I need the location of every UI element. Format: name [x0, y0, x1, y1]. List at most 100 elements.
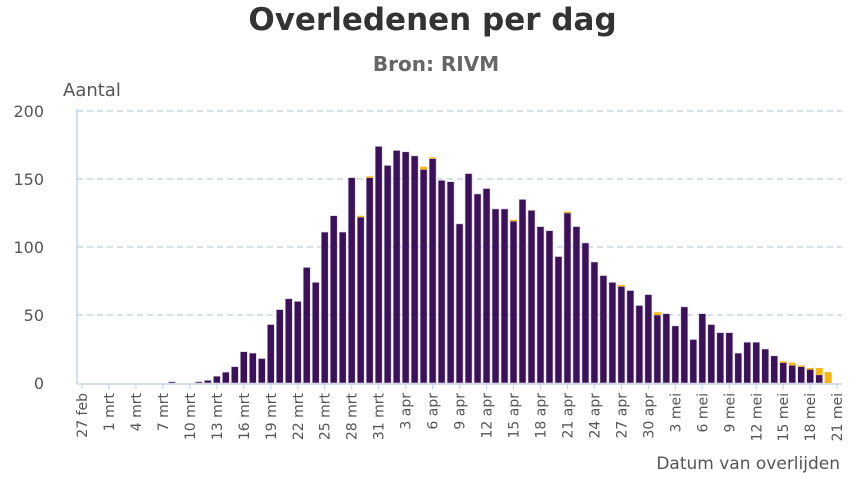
- bar-18-mei: [806, 369, 814, 384]
- x-tick-label: 27 apr: [614, 393, 630, 439]
- bar-extra-1-mei: [653, 312, 661, 315]
- x-tick-label: 4 mrt: [129, 392, 145, 431]
- bar-6-apr: [428, 158, 437, 384]
- bar-29-mrt: [356, 216, 365, 384]
- bar-extra-30-mrt: [366, 176, 374, 178]
- bar-2-apr: [392, 150, 401, 384]
- x-tick-label: 16 mrt: [237, 392, 253, 440]
- x-tick-label: 7 mrt: [156, 392, 172, 431]
- bar-extra-15-apr: [510, 219, 518, 222]
- bar-14-mei: [770, 355, 779, 384]
- bar-9-apr: [455, 223, 464, 384]
- bar-extra-29-mrt: [357, 215, 365, 218]
- x-tick-label: 9 mei: [722, 393, 738, 433]
- bar-10-mei: [734, 352, 743, 384]
- x-tick-label: 30 apr: [641, 393, 657, 439]
- y-tick-label: 200: [13, 102, 44, 121]
- bar-13-mrt: [213, 375, 221, 384]
- bar-11-mei: [743, 341, 752, 384]
- bar-24-apr: [590, 261, 599, 384]
- x-tick-label: 18 apr: [533, 393, 549, 439]
- x-tick-label: 3 mei: [668, 393, 684, 433]
- y-tick-label: 100: [13, 238, 44, 257]
- bar-1-apr: [383, 165, 392, 384]
- x-tick-label: 21 mei: [830, 393, 846, 441]
- x-tick-label: 1 mrt: [102, 392, 118, 431]
- bar-12-apr: [482, 188, 491, 384]
- y-tick-label: 150: [13, 170, 44, 189]
- bar-11-apr: [473, 193, 482, 384]
- bar-2-mei: [662, 313, 671, 384]
- bar-12-mrt: [204, 379, 212, 384]
- bar-26-apr: [608, 282, 617, 384]
- bar-30-apr: [644, 294, 653, 384]
- bar-15-mei: [779, 362, 788, 384]
- bar-8-mrt: [168, 381, 176, 384]
- x-tick-label: 6 mei: [695, 393, 711, 433]
- bar-4-mei: [680, 306, 689, 384]
- bar-23-apr: [581, 242, 590, 384]
- chart-title: Overledenen per dag: [248, 2, 617, 38]
- bar-17-mei: [797, 366, 806, 384]
- bar-extra-20-mei: [824, 372, 832, 383]
- bar-25-apr: [599, 275, 608, 384]
- x-tick-label: 21 apr: [560, 393, 576, 439]
- x-tick-label: 18 mei: [803, 393, 819, 441]
- bar-13-apr: [491, 208, 500, 384]
- bar-1-mei: [653, 314, 662, 384]
- bar-6-mei: [698, 313, 707, 384]
- x-tick-label: 24 apr: [587, 393, 603, 439]
- bar-3-mei: [671, 325, 680, 384]
- bar-extra-21-apr: [563, 211, 571, 213]
- x-tick-label: 13 mrt: [210, 392, 226, 440]
- bar-extra-5-apr: [420, 166, 428, 170]
- bar-19-mei: [815, 374, 823, 384]
- bar-21-apr: [563, 212, 572, 384]
- bar-8-apr: [446, 181, 455, 384]
- bar-28-apr: [626, 290, 635, 384]
- bar-extra-17-mei: [797, 365, 805, 367]
- bar-11-mrt: [195, 381, 203, 384]
- bar-16-mei: [788, 365, 797, 384]
- bar-23-mrt: [302, 267, 311, 384]
- bar-extra-6-apr: [429, 157, 437, 159]
- bar-25-mrt: [320, 231, 329, 384]
- x-tick-label: 15 mei: [776, 393, 792, 441]
- bar-18-apr: [536, 226, 545, 384]
- y-tick-label: 0: [34, 374, 44, 393]
- bar-4-apr: [410, 155, 419, 384]
- bar-extra-19-mei: [815, 368, 823, 375]
- bar-7-mei: [707, 324, 716, 384]
- bar-21-mrt: [284, 298, 293, 384]
- x-tick-label: 31 mrt: [372, 392, 388, 440]
- bar-5-mei: [689, 339, 698, 384]
- bar-15-mrt: [231, 366, 239, 384]
- bar-26-mrt: [329, 215, 338, 384]
- bar-20-mrt: [275, 309, 284, 384]
- bar-3-apr: [401, 151, 410, 384]
- bar-12-mei: [752, 341, 761, 384]
- x-tick-label: 27 feb: [75, 393, 91, 438]
- bar-extra-15-mei: [779, 361, 787, 363]
- bar-27-apr: [617, 286, 626, 384]
- x-tick-label: 12 apr: [480, 393, 496, 439]
- x-tick-label: 22 mrt: [291, 392, 307, 440]
- x-tick-label: 10 mrt: [183, 392, 199, 440]
- x-tick-label: 25 mrt: [318, 392, 334, 440]
- bar-extra-27-apr: [617, 285, 625, 287]
- bar-20-apr: [554, 256, 563, 384]
- bar-10-apr: [464, 173, 473, 384]
- bar-15-apr: [509, 220, 518, 384]
- x-tick-label: 19 mrt: [264, 392, 280, 440]
- bar-17-mrt: [249, 352, 257, 384]
- bar-22-mrt: [293, 301, 302, 384]
- x-tick-label: 6 apr: [426, 393, 442, 430]
- bar-14-mrt: [222, 371, 230, 384]
- bar-22-apr: [572, 226, 581, 384]
- bar-16-apr: [518, 199, 527, 384]
- y-tick-label: 50: [24, 306, 44, 325]
- x-axis-label: Datum van overlijden: [656, 454, 840, 474]
- y-axis-label: Aantal: [63, 80, 121, 101]
- bar-14-apr: [500, 208, 509, 384]
